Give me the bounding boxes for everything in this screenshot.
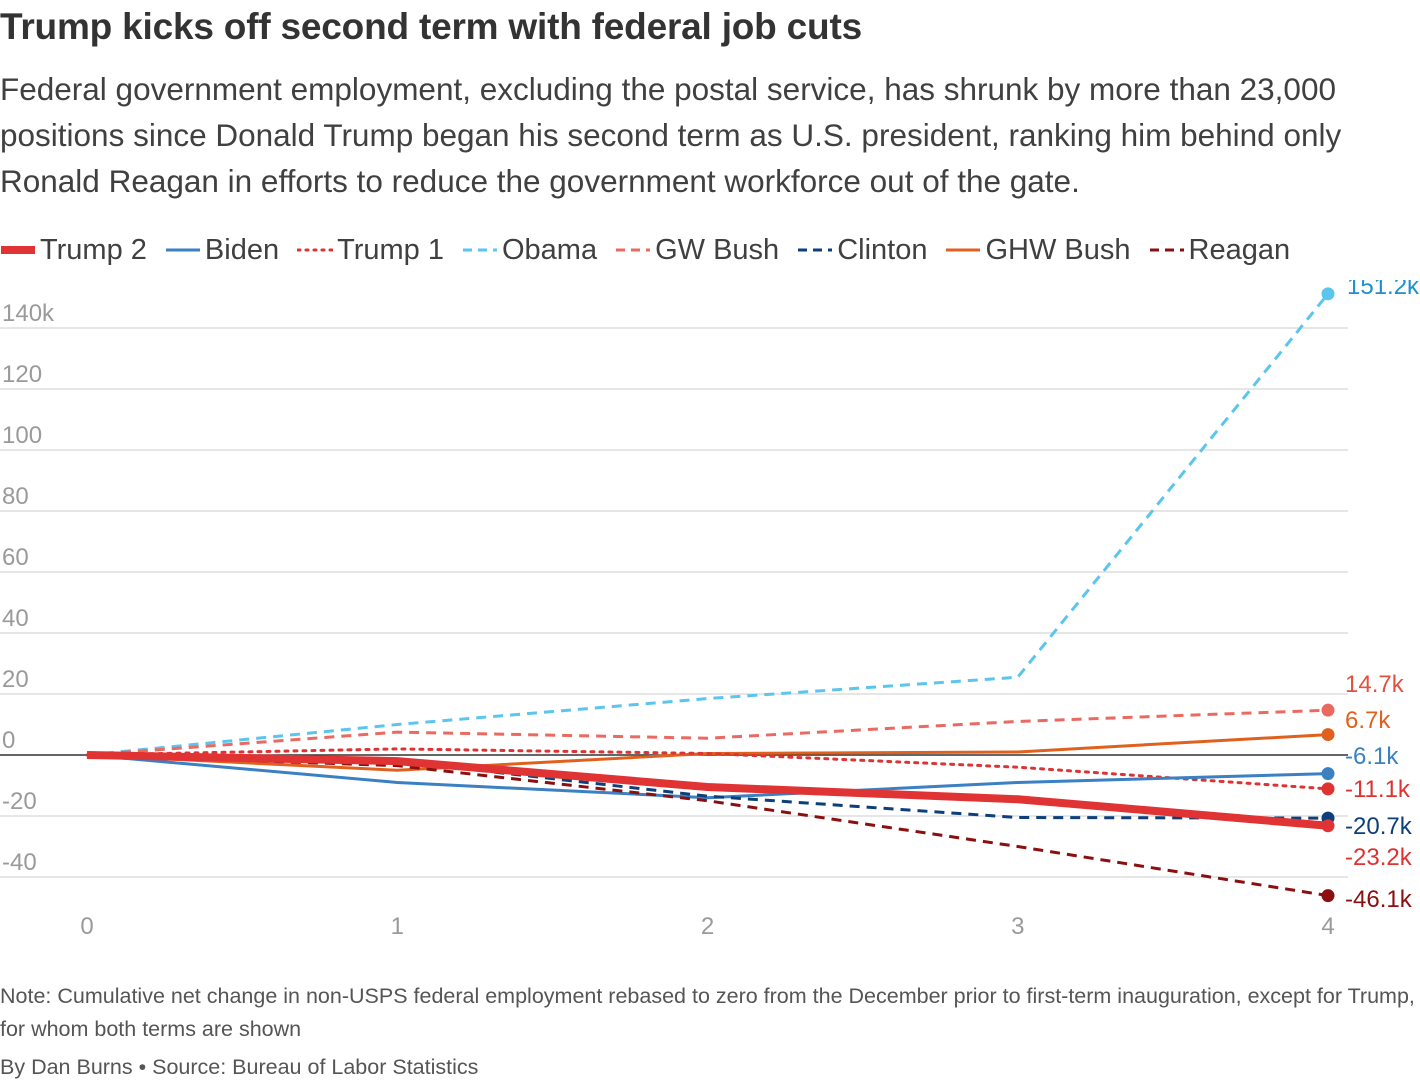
y-tick-label: -40 [2,849,37,876]
legend-item-biden: Biden [165,234,279,267]
chart-title: Trump kicks off second term with federal… [0,6,862,47]
legend-item-trump-2: Trump 2 [0,234,147,267]
series-end-markers [1321,287,1335,903]
legend-label: Clinton [837,233,928,266]
series-line-obama [86,292,1330,757]
end-label: 6.7k [1345,707,1391,734]
series-lines [85,292,1330,898]
legend-label: Biden [204,233,280,266]
y-tick-label: 140k [2,300,55,327]
end-label: -20.7k [1345,813,1413,840]
series-end-labels: 151.2k 14.7k 6.7k -6.1k -11.1k -20.7k -23.2k -4… [1345,280,1420,913]
legend-swatch [1149,248,1184,252]
y-tick-label: 0 [2,727,15,754]
legend-label: Trump 2 [40,233,147,266]
x-tick-label: 1 [391,913,404,940]
legend-label: Trump 1 [337,233,444,266]
legend-swatch [946,248,981,252]
end-label: 151.2k [1347,280,1420,300]
legend-swatch [297,248,334,252]
chart-legend: Trump 2 Biden Trump 1 Obama GW Bush Clinton GH… [0,230,1308,270]
legend-label: Obama [501,233,598,266]
end-marker-trump-1 [1321,782,1335,796]
y-tick-label: -20 [2,788,37,815]
x-tick-label: 2 [701,913,714,940]
legend-item-trump-1: Trump 1 [297,234,444,267]
legend-label: GW Bush [655,233,780,266]
x-axis-ticks: 0 1 2 3 4 [80,913,1334,940]
end-label: 14.7k [1345,671,1405,698]
legend-swatch [462,248,497,252]
x-tick-label: 4 [1321,913,1334,940]
y-tick-label: 40 [2,605,29,632]
y-tick-label: 80 [2,483,29,510]
legend-item-gw-bush: GW Bush [615,234,779,267]
legend-item-obama: Obama [462,234,597,267]
x-tick-label: 0 [80,913,93,940]
y-axis-ticks: -40 -20 0 20 40 60 80 100 120 140k [2,300,55,876]
end-label: -23.2k [1345,844,1413,871]
y-tick-label: 20 [2,666,29,693]
legend-swatch [165,248,200,252]
legend-item-clinton: Clinton [797,234,927,267]
legend-label: GHW Bush [985,233,1131,266]
end-label: -11.1k [1345,776,1411,803]
chart-note: Note: Cumulative net change in non-USPS … [0,984,1415,1041]
legend-swatch [616,248,651,252]
end-marker-gw-bush [1321,703,1335,717]
end-label: -6.1k [1345,743,1399,770]
series-line-trump-1 [85,747,1330,791]
legend-item-ghw-bush: GHW Bush [945,233,1131,267]
end-marker-ghw-bush [1321,728,1335,742]
legend-swatch [798,248,833,252]
series-line-gw-bush [86,708,1329,757]
end-marker-biden [1321,767,1335,781]
legend-item-reagan: Reagan [1149,233,1291,267]
chart-byline: By Dan Burns • Source: Bureau of Labor S… [0,1055,479,1079]
line-chart: -40 -20 0 20 40 60 80 100 120 140k 0 1 2 3 4 151.2k 14… [0,280,1420,940]
end-label: -46.1k [1345,886,1413,913]
end-marker-obama [1321,287,1335,301]
series-line-biden [86,753,1329,800]
legend-swatch [1,246,35,254]
end-marker-reagan [1321,889,1335,903]
y-tick-label: 120 [2,361,42,388]
series-line-trump-2 [86,751,1329,830]
legend-label: Reagan [1188,233,1291,266]
chart-subtitle: Federal government employment, excluding… [0,71,1342,199]
x-tick-label: 3 [1011,913,1024,940]
end-marker-trump-2 [1321,819,1335,833]
y-tick-label: 60 [2,544,29,571]
y-tick-label: 100 [2,422,42,449]
